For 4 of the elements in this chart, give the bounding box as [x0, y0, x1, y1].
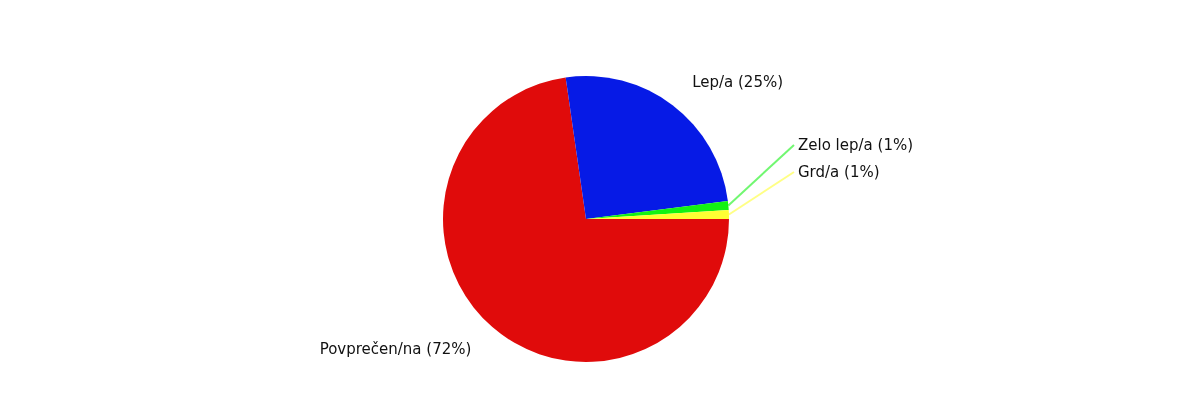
slice-label: Zelo lep/a (1%) [798, 136, 914, 154]
slice-label: Lep/a (25%) [692, 73, 784, 92]
slice-label: Povprečen/na (72%) [319, 339, 472, 358]
slice-label: Grd/a (1%) [798, 163, 880, 181]
